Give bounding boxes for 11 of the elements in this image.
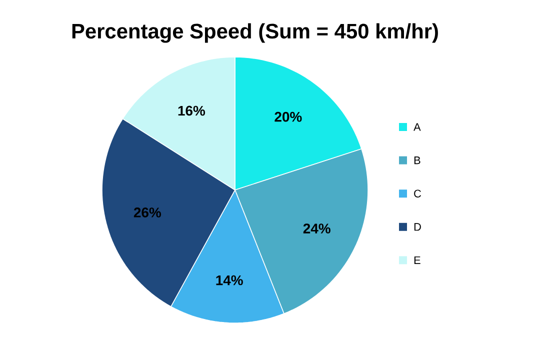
data-label: 20% — [274, 112, 302, 122]
legend-label: A — [414, 123, 421, 131]
data-label: 16% — [178, 106, 206, 116]
data-label: 14% — [216, 275, 243, 286]
legend-label: E — [414, 256, 420, 264]
data-label: 26% — [134, 208, 161, 218]
legend-label: D — [414, 223, 421, 231]
chart-title: Percentage Speed (Sum = 450 km/hr) — [72, 23, 438, 43]
legend-label: B — [414, 156, 420, 164]
legend-label: C — [414, 190, 422, 198]
data-label: 24% — [303, 224, 330, 234]
